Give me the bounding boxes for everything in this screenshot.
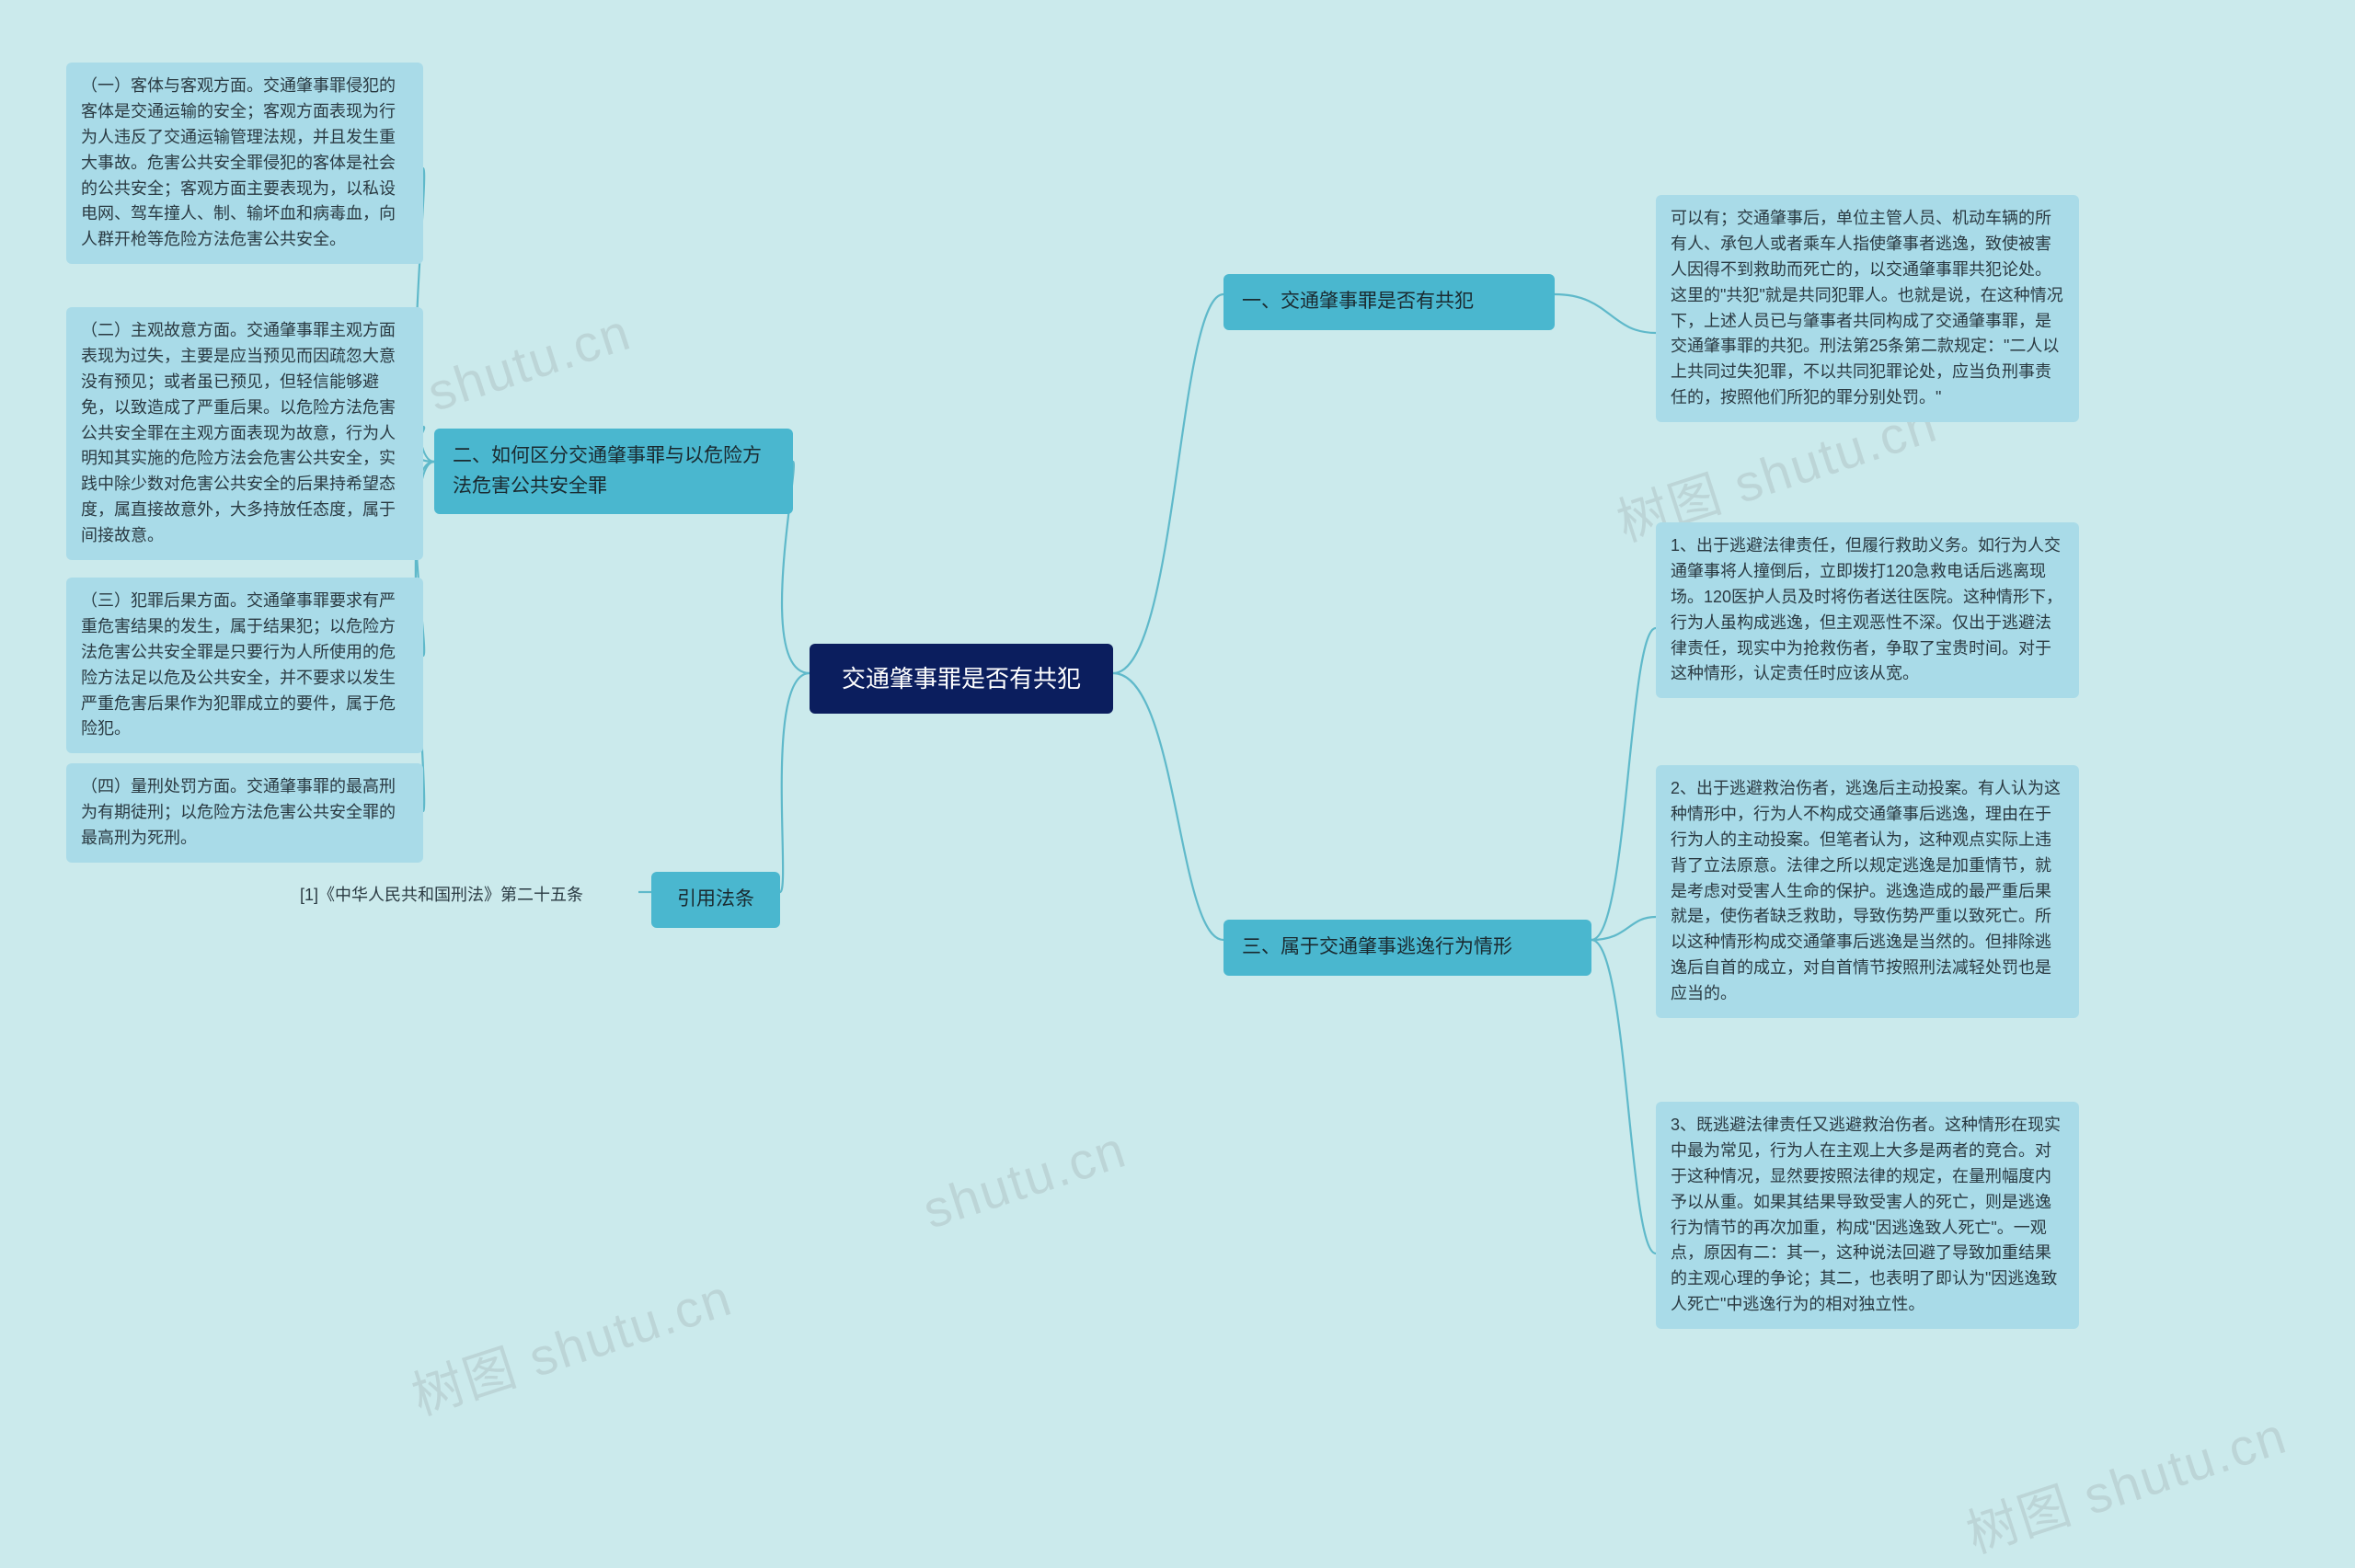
- leaf-accomplice-explain: 可以有；交通肇事后，单位主管人员、机动车辆的所有人、承包人或者乘车人指使肇事者逃…: [1656, 195, 2079, 422]
- branch-citation[interactable]: 引用法条: [651, 872, 780, 928]
- watermark: 树图 shutu.cn: [1956, 1394, 2295, 1568]
- root-node[interactable]: 交通肇事罪是否有共犯: [810, 644, 1113, 714]
- branch-hit-run[interactable]: 三、属于交通肇事逃逸行为情形: [1223, 920, 1591, 976]
- branch-accomplice[interactable]: 一、交通肇事罪是否有共犯: [1223, 274, 1555, 330]
- leaf-hitrun-case3: 3、既逃避法律责任又逃避救治伤者。这种情形在现实中最为常见，行为人在主观上大多是…: [1656, 1102, 2079, 1329]
- leaf-object-aspect: （一）客体与客观方面。交通肇事罪侵犯的客体是交通运输的安全；客观方面表现为行为人…: [66, 63, 423, 264]
- branch-distinguish[interactable]: 二、如何区分交通肇事罪与以危险方法危害公共安全罪: [434, 429, 793, 514]
- leaf-hitrun-case1: 1、出于逃避法律责任，但履行救助义务。如行为人交通肇事将人撞倒后，立即拨打120…: [1656, 522, 2079, 698]
- watermark: shutu.cn: [916, 1118, 1134, 1240]
- leaf-sentencing: （四）量刑处罚方面。交通肇事罪的最高刑为有期徒刑；以危险方法危害公共安全罪的最高…: [66, 763, 423, 863]
- leaf-consequence: （三）犯罪后果方面。交通肇事罪要求有严重危害结果的发生，属于结果犯；以危险方法危…: [66, 578, 423, 753]
- leaf-subjective-intent: （二）主观故意方面。交通肇事罪主观方面表现为过失，主要是应当预见而因疏忽大意没有…: [66, 307, 423, 560]
- leaf-citation-article: [1]《中华人民共和国刑法》第二十五条: [285, 872, 638, 920]
- leaf-hitrun-case2: 2、出于逃避救治伤者，逃逸后主动投案。有人认为这种情形中，行为人不构成交通肇事后…: [1656, 765, 2079, 1018]
- watermark: 树图 shutu.cn: [401, 1256, 741, 1430]
